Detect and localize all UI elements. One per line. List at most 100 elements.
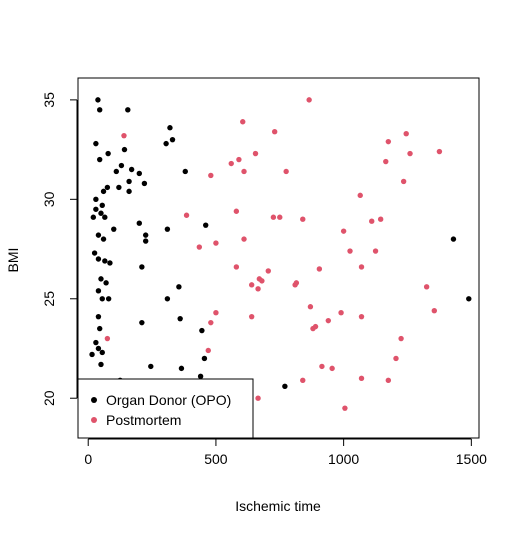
data-point-postmortem	[233, 264, 240, 270]
data-point-postmortem	[403, 130, 409, 137]
data-point-organ-donor-opo	[93, 140, 99, 147]
data-point-organ-donor-opo	[102, 258, 108, 264]
data-point-postmortem	[358, 375, 365, 382]
data-point-postmortem	[340, 228, 347, 234]
data-point-postmortem	[213, 240, 219, 246]
data-point-postmortem	[208, 319, 214, 326]
y-tick-label: 30	[41, 191, 57, 207]
data-point-organ-donor-opo	[148, 363, 154, 370]
x-axis: 0 500 1000 1500	[84, 438, 487, 467]
data-point-postmortem	[423, 284, 430, 290]
data-point-organ-donor-opo	[100, 188, 107, 195]
data-point-organ-donor-opo	[93, 196, 99, 203]
data-point-organ-donor-opo	[99, 202, 105, 208]
data-point-organ-donor-opo	[142, 238, 149, 244]
data-point-postmortem	[312, 323, 319, 330]
data-point-organ-donor-opo	[93, 206, 99, 212]
data-point-organ-donor-opo	[121, 146, 128, 153]
legend-marker-postmortem	[91, 417, 97, 423]
data-point-postmortem	[316, 266, 323, 272]
data-point-postmortem	[300, 216, 306, 222]
x-axis-label: Ischemic time	[235, 498, 321, 514]
data-point-organ-donor-opo	[136, 170, 142, 177]
data-point-postmortem	[236, 156, 242, 163]
y-axis-label: BMI	[5, 248, 21, 273]
x-tick-label: 0	[84, 451, 92, 467]
data-point-postmortem	[248, 282, 255, 288]
data-point-postmortem	[208, 172, 214, 179]
data-point-organ-donor-opo	[99, 296, 105, 302]
data-point-organ-donor-opo	[126, 178, 132, 185]
data-point-organ-donor-opo	[116, 184, 122, 191]
data-point-organ-donor-opo	[91, 250, 98, 256]
data-point-organ-donor-opo	[100, 236, 107, 242]
data-point-postmortem	[183, 212, 190, 218]
data-point-organ-donor-opo	[111, 226, 117, 232]
data-point-postmortem	[372, 248, 379, 254]
data-point-organ-donor-opo	[98, 361, 104, 368]
data-point-postmortem	[255, 395, 261, 401]
y-tick-label: 20	[41, 390, 57, 406]
data-point-postmortem	[383, 158, 389, 165]
data-point-postmortem	[319, 363, 325, 370]
data-point-postmortem	[248, 313, 255, 320]
data-point-postmortem	[228, 160, 234, 167]
legend-marker-organ-donor	[91, 397, 97, 403]
data-point-organ-donor-opo	[113, 168, 120, 175]
data-point-postmortem	[325, 317, 332, 324]
data-point-organ-donor-opo	[102, 214, 108, 220]
data-point-organ-donor-opo	[178, 365, 185, 372]
data-point-postmortem	[104, 335, 111, 342]
data-point-postmortem	[300, 377, 306, 384]
data-point-organ-donor-opo	[104, 184, 111, 191]
data-point-postmortem	[385, 377, 392, 384]
data-point-postmortem	[205, 347, 211, 354]
x-tick-label: 500	[204, 451, 228, 467]
data-point-postmortem	[259, 278, 265, 284]
data-point-organ-donor-opo	[197, 373, 204, 380]
data-point-postmortem	[293, 280, 300, 286]
data-point-organ-donor-opo	[167, 125, 173, 131]
x-tick-label: 1000	[328, 451, 359, 467]
data-point-organ-donor-opo	[98, 210, 104, 216]
data-point-postmortem	[121, 132, 127, 139]
data-point-postmortem	[255, 286, 261, 292]
data-point-organ-donor-opo	[93, 339, 99, 346]
data-point-organ-donor-opo	[95, 345, 102, 352]
y-tick-label: 25	[41, 291, 57, 307]
data-point-organ-donor-opo	[466, 296, 472, 302]
data-point-organ-donor-opo	[118, 162, 125, 169]
data-point-organ-donor-opo	[97, 325, 103, 332]
data-point-organ-donor-opo	[450, 236, 457, 242]
data-point-organ-donor-opo	[95, 232, 102, 238]
data-point-postmortem	[277, 214, 283, 220]
data-point-postmortem	[240, 119, 246, 125]
data-point-postmortem	[271, 129, 278, 135]
data-point-organ-donor-opo	[182, 168, 188, 175]
data-point-organ-donor-opo	[97, 107, 103, 113]
data-point-organ-donor-opo	[89, 351, 95, 358]
data-point-organ-donor-opo	[95, 288, 102, 294]
data-point-organ-donor-opo	[128, 166, 135, 173]
data-point-organ-donor-opo	[139, 264, 145, 270]
data-point-organ-donor-opo	[141, 180, 148, 187]
data-point-postmortem	[377, 216, 384, 222]
data-point-organ-donor-opo	[176, 284, 182, 290]
data-point-postmortem	[369, 218, 375, 224]
data-point-postmortem	[196, 244, 203, 250]
data-point-postmortem	[283, 168, 289, 175]
data-point-postmortem	[265, 268, 271, 274]
data-point-organ-donor-opo	[201, 355, 208, 362]
data-point-postmortem	[233, 208, 240, 214]
data-point-organ-donor-opo	[125, 107, 131, 113]
data-point-postmortem	[407, 150, 413, 157]
data-point-postmortem	[342, 405, 348, 411]
data-point-postmortem	[393, 355, 399, 362]
data-point-postmortem	[270, 214, 277, 220]
data-point-postmortem	[307, 304, 314, 310]
data-point-organ-donor-opo	[97, 156, 103, 163]
data-point-postmortem	[252, 150, 259, 157]
data-point-postmortem	[431, 308, 438, 314]
